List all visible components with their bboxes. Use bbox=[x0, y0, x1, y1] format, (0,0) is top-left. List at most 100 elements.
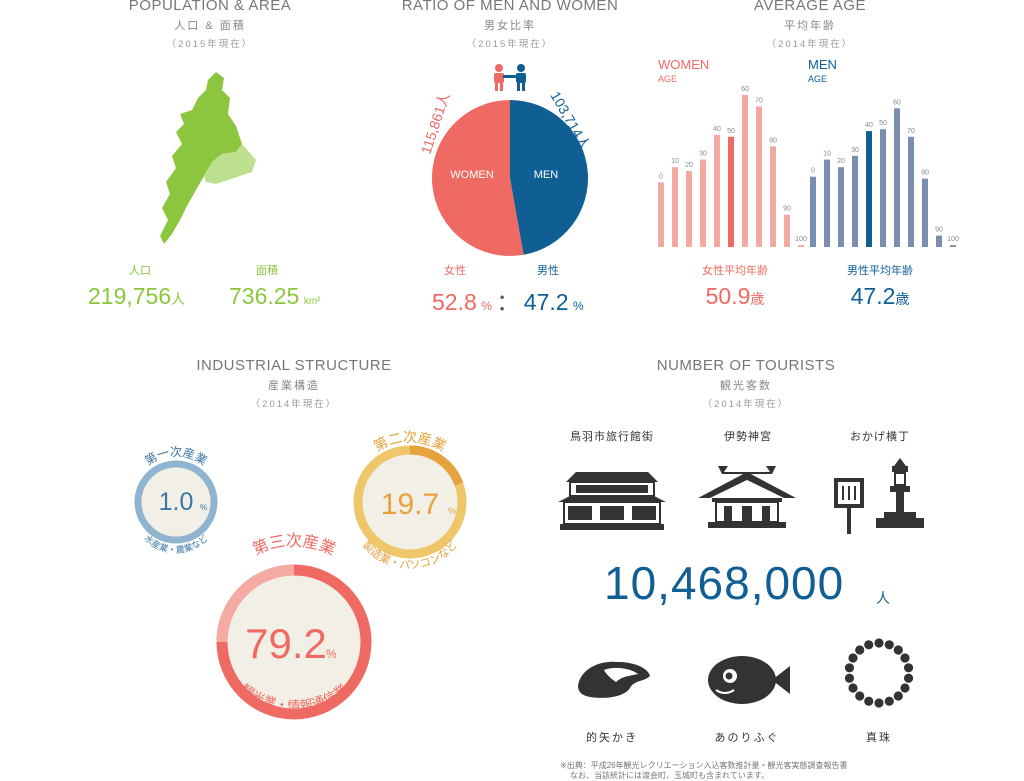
pufferfish-icon bbox=[708, 656, 790, 704]
age-tick-women-30: 30 bbox=[699, 151, 707, 158]
age-bar-women-30 bbox=[700, 159, 706, 247]
age-bar-women-0 bbox=[658, 182, 664, 247]
age-tick-women-80: 80 bbox=[769, 137, 777, 144]
tertiary-label: 第三次産業 bbox=[250, 532, 338, 559]
age-tick-women-100: 100 bbox=[795, 236, 807, 243]
pie-slice-men bbox=[510, 100, 589, 255]
pearl-bead bbox=[900, 683, 910, 693]
age-bar-women-20 bbox=[686, 171, 692, 247]
pearl-bead bbox=[893, 645, 903, 655]
age-bar-men-100 bbox=[950, 245, 956, 247]
age-tick-men-60: 60 bbox=[893, 99, 901, 106]
age-bar-men-10 bbox=[824, 159, 830, 247]
pearl-bead bbox=[844, 673, 855, 683]
tourists-total: 10,468,000 bbox=[604, 557, 845, 609]
population-label: 人口 bbox=[129, 265, 151, 277]
industry-subtitle: 産業構造 bbox=[268, 380, 320, 392]
secondary-arc bbox=[409, 445, 464, 486]
pearl-bead bbox=[874, 638, 884, 648]
age-tick-women-40: 40 bbox=[713, 126, 721, 133]
spot-ise: 伊勢神宮 bbox=[724, 431, 772, 443]
age-subtitle: 平均年齢 bbox=[784, 20, 836, 32]
age-bar-women-90 bbox=[784, 214, 790, 247]
pie-label-men: MEN bbox=[534, 169, 559, 181]
age-tick-women-90: 90 bbox=[783, 206, 791, 213]
age-bar-women-80 bbox=[770, 146, 776, 247]
age-bar-men-20 bbox=[838, 167, 844, 247]
age-tick-men-50: 50 bbox=[879, 120, 887, 127]
population-year: （2015年現在） bbox=[166, 39, 254, 50]
women-series-sub: AGE bbox=[658, 74, 678, 84]
age-tick-men-80: 80 bbox=[921, 170, 929, 177]
tourists-year: （2014年現在） bbox=[702, 399, 790, 410]
age-tick-men-40: 40 bbox=[865, 122, 873, 129]
handshake-icon bbox=[494, 64, 526, 91]
spot-toba: 鳥羽市旅行館街 bbox=[570, 431, 654, 443]
pearl-bead bbox=[855, 691, 865, 701]
age-bar-chart: 0 10 20 30 40 50 60 70 80 90 100 0 10 20 30 40 50 60 70 80 9… bbox=[658, 86, 959, 248]
age-bar-women-10 bbox=[672, 167, 678, 247]
women-avg-value: 50.9歳 bbox=[705, 283, 765, 309]
age-tick-men-100: 100 bbox=[947, 236, 959, 243]
age-bar-men-70 bbox=[908, 136, 914, 247]
age-bar-men-40 bbox=[866, 131, 872, 247]
age-bar-women-100 bbox=[798, 245, 804, 247]
industry-title: INDUSTRIAL STRUCTURE bbox=[196, 357, 392, 374]
age-bar-women-70 bbox=[756, 106, 762, 248]
age-tick-men-70: 70 bbox=[907, 128, 915, 135]
mie-map-icon bbox=[160, 72, 256, 244]
pearl-bead bbox=[864, 640, 874, 650]
age-tick-women-70: 70 bbox=[755, 97, 763, 104]
age-tick-women-60: 60 bbox=[741, 86, 749, 93]
pearl-bead bbox=[848, 683, 858, 693]
age-bar-men-60 bbox=[894, 108, 900, 247]
age-tick-men-90: 90 bbox=[935, 227, 943, 234]
age-tick-men-20: 20 bbox=[837, 158, 845, 165]
age-tick-men-10: 10 bbox=[823, 151, 831, 158]
okage-lantern-icon bbox=[834, 458, 924, 534]
age-bar-women-40 bbox=[714, 134, 720, 247]
tertiary-value: 79.2 bbox=[245, 620, 327, 667]
oyster-icon bbox=[578, 661, 650, 698]
age-bar-men-0 bbox=[810, 176, 816, 247]
primary-label: 第一次産業 bbox=[142, 444, 209, 468]
secondary-value: 19.7 bbox=[381, 488, 439, 521]
primary-value: 1.0 bbox=[159, 488, 194, 516]
primary-ring bbox=[134, 460, 218, 544]
item-pearl: 真珠 bbox=[866, 732, 892, 744]
ratio-title: RATIO OF MEN AND WOMEN bbox=[401, 0, 619, 14]
secondary-unit: % bbox=[448, 506, 456, 516]
pearl-bead bbox=[844, 663, 855, 673]
pie-label-women: WOMEN bbox=[450, 169, 493, 181]
men-avg-label: 男性平均年齢 bbox=[847, 265, 913, 277]
age-tick-men-30: 30 bbox=[851, 147, 859, 154]
gender-percent: 52.8 % ： 47.2 % bbox=[432, 289, 584, 315]
area-value: 736.25 km² bbox=[229, 283, 321, 309]
pie-slice-women bbox=[432, 100, 524, 256]
age-bar-men-50 bbox=[880, 129, 886, 247]
pearl-bead bbox=[900, 653, 910, 663]
ryokan-building-icon bbox=[558, 472, 666, 530]
age-year: （2014年現在） bbox=[766, 39, 854, 50]
pearl-necklace-icon bbox=[844, 638, 914, 708]
pearl-bead bbox=[874, 698, 884, 708]
age-tick-women-10: 10 bbox=[671, 158, 679, 165]
women-avg-label: 女性平均年齢 bbox=[702, 265, 768, 277]
pearl-bead bbox=[884, 696, 894, 706]
tertiary-unit: % bbox=[326, 647, 337, 661]
men-series-sub: AGE bbox=[808, 74, 828, 84]
age-bar-men-90 bbox=[936, 235, 942, 247]
area-label: 面積 bbox=[256, 265, 278, 277]
population-value: 219,756人 bbox=[88, 283, 186, 309]
age-title: AVERAGE AGE bbox=[754, 0, 866, 14]
ratio-year: （2015年現在） bbox=[466, 39, 554, 50]
age-tick-women-50: 50 bbox=[727, 128, 735, 135]
tourists-subtitle: 観光客数 bbox=[720, 380, 772, 392]
population-subtitle: 人口 & 面積 bbox=[174, 20, 246, 32]
pearl-bead bbox=[855, 645, 865, 655]
spot-okage: おかげ横丁 bbox=[850, 431, 910, 443]
tertiary-arc bbox=[216, 564, 295, 643]
women-ja-label: 女性 bbox=[444, 265, 466, 277]
primary-unit: % bbox=[200, 503, 207, 512]
population-title: POPULATION & AREA bbox=[128, 0, 292, 14]
